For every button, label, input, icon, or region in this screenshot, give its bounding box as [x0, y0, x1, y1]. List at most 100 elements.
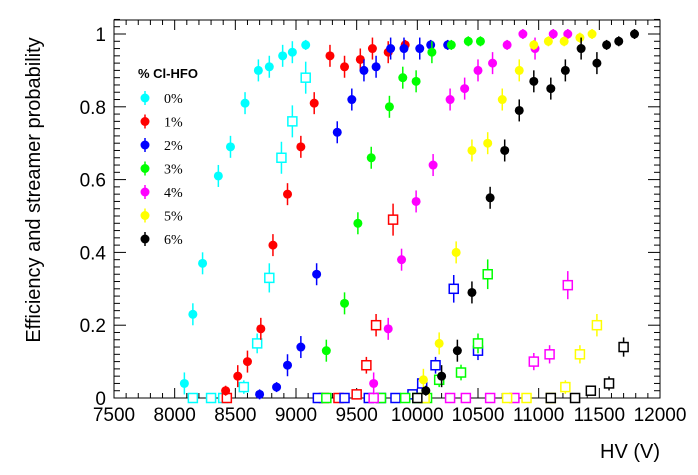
- efficiency-point: [383, 324, 393, 334]
- efficiency-point: [296, 142, 306, 152]
- legend-label: 6%: [164, 233, 183, 248]
- efficiency-point: [529, 40, 539, 50]
- efficiency-point: [264, 62, 274, 72]
- y-tick-label: 0: [95, 389, 106, 410]
- x-tick-label: 9000: [275, 405, 317, 426]
- efficiency-point: [546, 84, 556, 94]
- streamer-point: [205, 392, 217, 404]
- legend-marker: [140, 140, 150, 150]
- legend-label: 4%: [164, 186, 183, 201]
- efficiency-point: [467, 287, 477, 297]
- streamer-point: [412, 392, 423, 404]
- efficiency-point: [384, 102, 394, 112]
- streamer-point: [545, 392, 557, 404]
- streamer-point: [560, 381, 571, 393]
- streamer-point: [339, 392, 350, 404]
- streamer-point: [460, 392, 472, 404]
- data-points: [179, 29, 640, 404]
- streamer-point: [238, 381, 250, 393]
- streamer-point: [351, 389, 362, 400]
- efficiency-point: [445, 95, 455, 105]
- efficiency-point: [332, 127, 342, 137]
- legend-marker: [140, 187, 150, 197]
- efficiency-point: [497, 95, 507, 105]
- efficiency-point: [287, 47, 297, 57]
- efficiency-point: [592, 58, 602, 68]
- streamer-point: [603, 378, 615, 389]
- streamer-point: [187, 392, 199, 404]
- y-tick-label: 0.2: [80, 316, 106, 337]
- efficiency-point: [500, 145, 510, 155]
- efficiency-point: [359, 65, 369, 75]
- efficiency-point: [529, 76, 539, 86]
- streamer-point: [370, 319, 382, 331]
- y-tick-label: 0.4: [80, 243, 107, 264]
- streamer-point: [484, 392, 496, 404]
- efficiency-point: [502, 40, 512, 50]
- efficiency-point: [386, 44, 396, 54]
- streamer-point: [430, 359, 441, 371]
- efficiency-point: [399, 44, 409, 54]
- efficiency-point: [411, 196, 421, 206]
- streamer-point: [528, 356, 540, 367]
- efficiency-point: [452, 346, 462, 356]
- efficiency-point: [560, 65, 570, 75]
- efficiency-point: [563, 29, 573, 39]
- streamer-point: [585, 385, 597, 396]
- efficiency-point: [483, 138, 493, 148]
- streamer-point: [591, 319, 603, 331]
- efficiency-point: [397, 255, 407, 265]
- efficiency-point: [428, 160, 438, 170]
- efficiency-point: [543, 36, 553, 46]
- streamer-point: [361, 359, 372, 371]
- efficiency-point: [272, 382, 282, 392]
- streamer-point: [287, 116, 298, 127]
- legend-title: % Cl-HFO: [138, 66, 198, 81]
- streamer-point: [574, 349, 586, 360]
- efficiency-point: [340, 298, 350, 308]
- streamer-point: [321, 392, 332, 404]
- efficiency-point: [415, 44, 425, 54]
- efficiency-point: [353, 218, 363, 228]
- legend-label: 2%: [164, 139, 183, 154]
- streamer-point: [501, 392, 513, 404]
- legend-label: 3%: [164, 163, 183, 178]
- efficiency-point: [418, 375, 428, 385]
- efficiency-point: [446, 40, 456, 50]
- x-tick-label: 8000: [154, 405, 196, 426]
- streamer-point: [544, 349, 555, 360]
- axis-ticks: [113, 18, 661, 399]
- efficiency-point: [427, 47, 437, 57]
- efficiency-point: [325, 51, 335, 61]
- streamer-point: [312, 392, 324, 404]
- efficiency-point: [355, 54, 365, 64]
- efficiency-point: [268, 240, 278, 250]
- efficiency-point: [437, 371, 447, 381]
- efficiency-point: [179, 378, 189, 388]
- legend-label: 0%: [164, 92, 183, 107]
- x-tick-label: 10500: [452, 405, 505, 426]
- y-tick-label: 0.6: [80, 171, 106, 192]
- streamer-point: [569, 392, 581, 404]
- streamer-point: [562, 279, 574, 291]
- streamer-point: [618, 341, 629, 353]
- x-tick-label: 7500: [93, 405, 135, 426]
- efficiency-point: [366, 153, 376, 163]
- efficiency-point: [587, 29, 597, 39]
- efficiency-point: [463, 36, 473, 46]
- efficiency-point: [473, 65, 483, 75]
- efficiency-point: [434, 338, 444, 348]
- efficiency-point: [369, 378, 379, 388]
- efficiency-point: [233, 371, 243, 381]
- efficiency-point: [256, 324, 266, 334]
- x-tick-label: 11000: [513, 405, 564, 426]
- efficiency-point: [630, 29, 640, 39]
- efficiency-point: [426, 40, 436, 50]
- efficiency-point: [475, 36, 485, 46]
- efficiency-point: [213, 171, 223, 181]
- efficiency-point: [242, 357, 252, 367]
- efficiency-point: [253, 65, 263, 75]
- streamer-point: [264, 272, 275, 284]
- efficiency-point: [398, 73, 408, 83]
